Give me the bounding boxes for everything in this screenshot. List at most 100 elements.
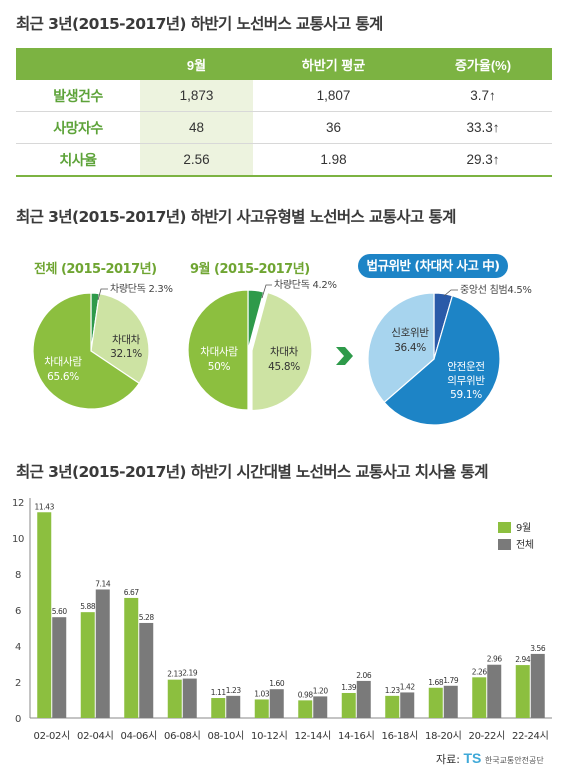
source-org: 한국교통안전공단 <box>484 756 544 765</box>
bar-september <box>254 699 269 718</box>
bar-september-value: 2.26 <box>472 667 488 676</box>
x-tick-label: 08-10시 <box>208 730 244 742</box>
y-tick-label: 4 <box>15 642 21 653</box>
x-tick-label: 22-24시 <box>512 730 548 742</box>
bar-september <box>385 695 400 718</box>
bar-september <box>37 512 52 718</box>
bar-september-value: 1.68 <box>428 678 444 687</box>
bar-total <box>182 678 197 718</box>
bar-september <box>428 687 443 718</box>
bar-september <box>124 597 139 718</box>
x-tick-label: 14-16시 <box>338 730 374 742</box>
cell-average: 1,807 <box>253 80 414 112</box>
pie-sep-label-car-car: 차대차 <box>270 346 299 358</box>
pie-violation-label-safe-line2: 의무위반 <box>447 374 485 387</box>
bar-total-value: 5.28 <box>139 613 155 622</box>
bar-section-title: 최근 3년(2015-2017년) 하반기 시간대별 노선버스 교통사고 치사율… <box>16 463 488 481</box>
pie-violation-value-safe: 59.1% <box>450 389 482 401</box>
row-label: 사망자수 <box>16 111 140 144</box>
y-tick-label: 0 <box>15 714 21 725</box>
bar-total-value: 2.96 <box>487 655 503 664</box>
source-credit: 자료: TS 한국교통안전공단 <box>436 750 544 767</box>
pie-total-label-car-car: 차대차 <box>112 334 141 346</box>
row-label: 치사율 <box>16 143 140 177</box>
table-row: 사망자수 48 36 33.3↑ <box>16 111 552 144</box>
table-row: 발생건수 1,873 1,807 3.7↑ <box>16 80 552 112</box>
x-tick-label: 06-08시 <box>164 730 200 742</box>
bar-september-value: 5.88 <box>80 602 96 611</box>
x-tick-label: 20-22시 <box>469 730 505 742</box>
source-label: 자료: <box>436 753 460 766</box>
pie-sep-slice-car-car <box>251 291 313 412</box>
cell-average: 1.98 <box>253 143 414 177</box>
bar-total <box>139 622 154 718</box>
bar-september <box>80 612 95 718</box>
cell-september: 48 <box>140 111 253 144</box>
x-tick-label: 16-18시 <box>382 730 418 742</box>
bar-total <box>52 617 67 718</box>
legend-swatch-september <box>498 522 511 533</box>
cell-rate: 29.3↑ <box>414 143 552 177</box>
pie-total-slice-car-person <box>32 292 141 410</box>
summary-title: 최근 3년(2015-2017년) 하반기 노선버스 교통사고 통계 <box>16 15 383 33</box>
bar-september <box>515 665 530 718</box>
pie-section-title: 최근 3년(2015-2017년) 하반기 사고유형별 노선버스 교통사고 통계 <box>16 208 456 226</box>
legend-label-total: 전체 <box>516 539 534 551</box>
summary-table: 9월 하반기 평균 증가율(%) 발생건수 1,873 1,807 3.7↑ 사… <box>16 48 552 177</box>
table-header-rate: 증가율(%) <box>414 48 552 80</box>
bar-total <box>356 680 371 718</box>
bar-total-value: 1.42 <box>400 682 416 691</box>
pie-total-value-car-person: 65.6% <box>47 371 79 383</box>
table-header-september: 9월 <box>140 48 253 80</box>
bar-total-value: 2.19 <box>182 669 198 678</box>
pie-total-label-car-person: 차대사람 <box>44 355 82 368</box>
bar-total-value: 1.23 <box>226 686 242 695</box>
bar-total <box>487 664 502 718</box>
y-tick-label: 10 <box>12 534 24 545</box>
pie-total-value-car-car: 32.1% <box>110 348 142 360</box>
x-tick-label: 02-02시 <box>34 730 70 742</box>
bar-september <box>341 692 356 718</box>
bar-total <box>226 695 241 718</box>
table-header-blank <box>16 48 140 80</box>
x-tick-label: 02-04시 <box>77 730 113 742</box>
pie-sep-label-car-person: 차대사람 <box>200 345 238 358</box>
pie-violation-slice-signal <box>367 292 435 404</box>
bar-september-value: 11.43 <box>35 502 55 511</box>
x-tick-label: 10-12시 <box>251 730 287 742</box>
pie-violation-title: 법규위반 (차대차 사고 中) <box>358 254 508 278</box>
bar-september-value: 1.23 <box>385 686 401 695</box>
y-tick-label: 8 <box>15 570 21 581</box>
bar-total-value: 3.56 <box>530 644 546 653</box>
bar-total-value: 1.79 <box>443 676 459 685</box>
y-tick-label: 2 <box>15 678 21 689</box>
x-tick-label: 04-06시 <box>121 730 157 742</box>
pie-sep-label-solo: 차량단독 4.2% <box>274 279 337 291</box>
bar-september-value: 2.13 <box>167 670 183 679</box>
ts-logo: TS <box>463 750 482 766</box>
bar-total <box>269 689 284 718</box>
bar-total <box>313 696 328 718</box>
bar-september-value: 0.98 <box>298 690 314 699</box>
cell-rate: 3.7↑ <box>414 80 552 112</box>
chevron-right-icon <box>336 347 353 365</box>
cell-rate: 33.3↑ <box>414 111 552 144</box>
pie-violation-label-center-line: 중앙선 침범4.5% <box>460 284 532 296</box>
cell-september: 1,873 <box>140 80 253 112</box>
bar-total-value: 1.60 <box>269 679 285 688</box>
bar-september <box>298 700 313 718</box>
pie-total-title: 전체 (2015-2017년) <box>34 262 157 277</box>
bar-september-value: 1.11 <box>211 688 227 697</box>
bar-total-value: 1.20 <box>313 686 329 695</box>
bar-total-value: 7.14 <box>95 579 111 588</box>
pie-violation-leader-line <box>443 289 458 297</box>
cell-average: 36 <box>253 111 414 144</box>
y-tick-label: 12 <box>12 498 24 509</box>
bar-total <box>443 685 458 718</box>
pie-violation-label-signal: 신호위반 <box>391 326 429 339</box>
bar-total-value: 2.06 <box>356 671 372 680</box>
pie-total-label-solo: 차량단독 2.3% <box>110 283 173 295</box>
table-row: 치사율 2.56 1.98 29.3↑ <box>16 143 552 177</box>
bar-total <box>530 653 545 718</box>
